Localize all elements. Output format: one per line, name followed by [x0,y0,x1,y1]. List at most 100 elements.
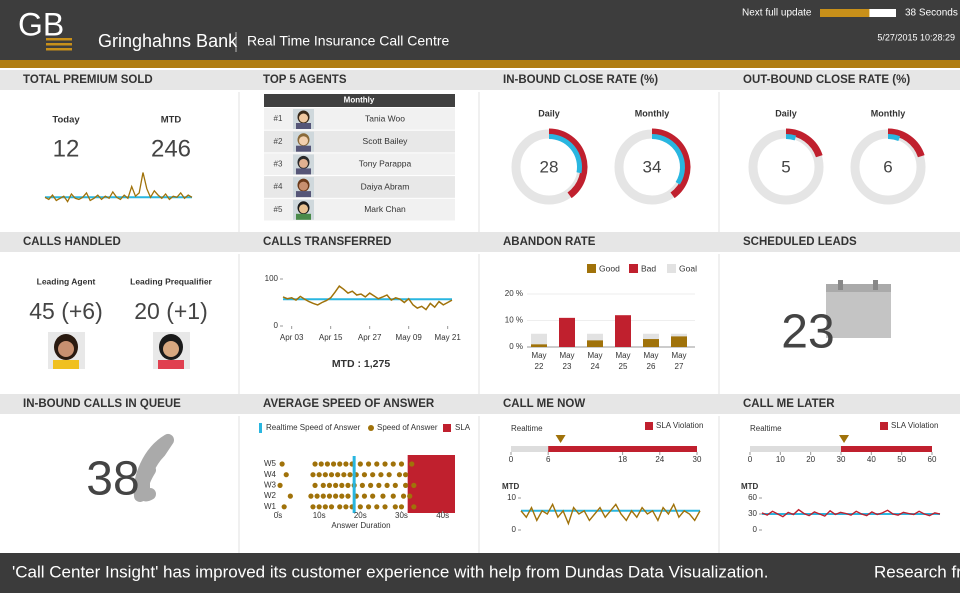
kpi-value: 45 (+6) [29,298,103,324]
gauge-value [887,133,901,142]
agent-name: Tania Woo [365,113,405,123]
logo: GB [18,6,64,42]
dot [392,482,398,488]
gauge-value [548,134,582,174]
dot [347,472,353,478]
dot [312,461,318,467]
gauge-value-label: 5 [781,157,790,176]
dot [343,504,349,510]
x-tick-label: 18 [618,455,627,464]
legend-swatch [667,264,676,273]
dot [378,472,384,478]
dot [400,493,407,499]
dot [279,461,285,467]
label: Today [52,115,80,126]
x-tick-label: Apr 27 [358,333,382,342]
dot [361,493,368,499]
label: MTD [502,482,520,491]
dot [374,504,380,510]
gauge-goal [887,128,925,158]
x-tick-label: 30s [395,511,408,520]
dot [316,504,322,510]
legend-swatch [587,264,596,273]
trend-line [761,508,941,518]
label: Daily [538,108,560,118]
dot [384,482,390,488]
x-tick-label: May 25 [615,351,630,371]
y-tick-label: 0 [512,525,517,534]
panel-title: SCHEDULED LEADS [743,236,857,248]
y-tick-label: 0 [274,321,279,330]
dot [374,461,380,467]
bar [615,315,631,347]
x-tick-label: May 22 [531,351,546,371]
logo-stripes [46,38,72,51]
label: Realtime [750,424,782,433]
sla-band [548,446,697,452]
avatar-face [299,204,308,214]
gauge-goal [785,128,823,158]
dot [368,482,374,488]
gauge-value [785,133,797,141]
dot [320,482,326,488]
x-tick-label: 60 [928,455,937,464]
phone-icon [133,434,174,502]
panel-title: CALL ME NOW [503,398,585,410]
dot [392,504,398,510]
kpi-value: 38 [86,453,139,506]
legend-label: Goal [679,263,697,273]
legend-swatch [629,264,638,273]
avatar-body [296,123,311,129]
panel-title-bar [0,70,960,90]
dot [357,504,363,510]
trend-line [520,502,701,526]
legend-label: Realtime Speed of Answer [266,423,361,432]
dot [308,493,314,499]
header-bar [0,0,960,60]
panel-title: CALLS TRANSFERRED [263,236,391,248]
dot [330,461,337,467]
table-row [264,130,455,153]
x-tick-label: 40s [436,511,449,520]
dot [328,504,335,510]
panel-title: ABANDON RATE [503,236,596,248]
x-tick-label: 30 [837,455,846,464]
rank: #5 [274,205,283,214]
x-tick-label: 40 [867,455,876,464]
legend-label: Bad [641,263,656,273]
bar [671,336,687,347]
dot [403,472,409,478]
x-tick-label: 10s [313,511,326,520]
y-tick-label: 10 [507,493,516,502]
avatar-body [53,360,79,369]
dot [316,472,322,478]
dot [380,493,386,499]
y-tick-label: 0 % [509,342,523,351]
bar [643,339,659,347]
column-header: Monthly [344,96,375,105]
dot [396,472,403,478]
bar [531,333,547,347]
y-tick-label: W2 [264,491,277,500]
label: MTD [741,482,759,491]
gauge-goal [548,128,588,199]
realtime-marker [839,435,850,443]
dot [328,472,335,478]
agent-name: Mark Chan [364,204,406,214]
x-tick-label: 0s [274,511,282,520]
dot [365,504,372,510]
panel-title: TOP 5 AGENTS [263,74,347,86]
panel-title: IN-BOUND CLOSE RATE (%) [503,74,658,86]
legend-label: SLA Violation [656,421,703,430]
dot [411,504,417,510]
dot [403,482,409,488]
bar [559,317,575,347]
legend-label: Speed of Answer [377,423,438,432]
calendar-ring [838,280,843,290]
y-tick-label: W3 [264,481,277,490]
avatar-face [163,341,179,357]
dot [322,504,328,510]
kpi-value: 246 [151,135,191,162]
dot [281,504,287,510]
